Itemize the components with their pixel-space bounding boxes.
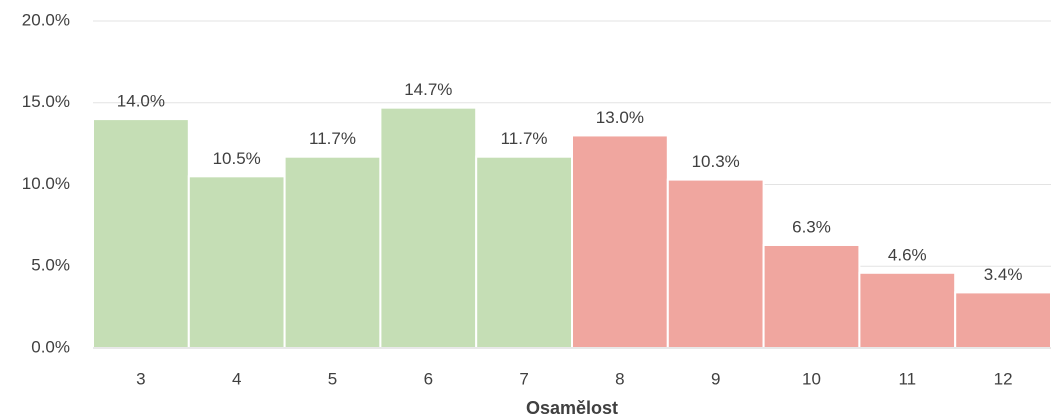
data-label: 13.0% [596, 108, 644, 127]
bar [92, 118, 190, 349]
bar [858, 271, 957, 350]
x-tick-label: 3 [136, 369, 145, 388]
data-label: 14.7% [404, 80, 452, 99]
y-tick-label: 20.0% [22, 10, 70, 29]
x-tick-label: 5 [328, 369, 337, 388]
bar [475, 155, 574, 349]
data-label: 10.3% [692, 152, 740, 171]
x-tick-label: 7 [519, 369, 528, 388]
data-label: 6.3% [792, 217, 831, 236]
bar [283, 155, 382, 349]
x-tick-label: 12 [994, 369, 1013, 388]
x-axis-title: Osamělost [526, 398, 618, 416]
bar [379, 106, 478, 349]
y-tick-label: 0.0% [31, 337, 70, 356]
data-label: 3.4% [984, 265, 1023, 284]
bar [762, 243, 861, 349]
bar [954, 291, 1051, 350]
data-label: 10.5% [213, 149, 261, 168]
x-tick-label: 11 [898, 369, 916, 388]
data-label: 14.0% [117, 92, 165, 111]
x-tick-label: 4 [232, 369, 241, 388]
y-tick-label: 5.0% [31, 256, 70, 275]
y-tick-label: 10.0% [22, 174, 70, 193]
x-tick-label: 9 [711, 369, 720, 388]
data-label: 11.7% [501, 129, 548, 148]
bar [571, 134, 669, 349]
x-tick-label: 6 [424, 369, 433, 388]
data-label: 11.7% [309, 129, 356, 148]
x-tick-label: 8 [615, 369, 624, 388]
data-label: 4.6% [888, 245, 927, 264]
x-tick-label: 10 [802, 369, 821, 388]
bar [187, 175, 286, 349]
y-tick-label: 15.0% [22, 92, 70, 111]
bar [666, 178, 765, 349]
